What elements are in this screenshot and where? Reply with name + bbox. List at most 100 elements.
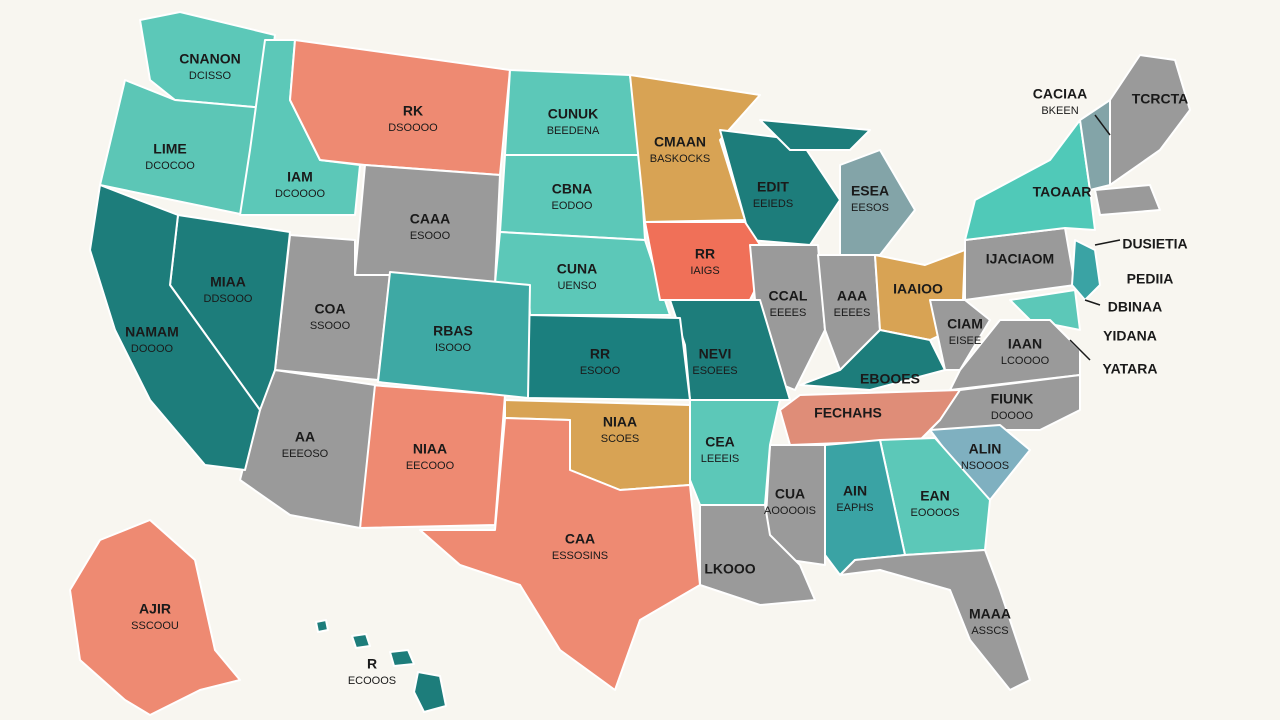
state-sublabel: EOOOOS <box>911 507 960 519</box>
state-sublabel: EODOO <box>552 200 593 212</box>
state-sublabel: DCOCOO <box>145 160 195 172</box>
state <box>629 74 761 223</box>
state-label: CACIAA <box>1033 86 1087 102</box>
state-sublabel: ESSOSINS <box>552 550 608 562</box>
state-sublabel: ESOOO <box>580 365 621 377</box>
state <box>1009 289 1081 331</box>
state-label: MIAA <box>210 274 246 290</box>
state-sublabel: EISEE <box>949 335 981 347</box>
state <box>413 671 447 713</box>
state-sublabel: EEEOSO <box>282 448 329 460</box>
state-label: AJIR <box>139 601 171 617</box>
state-label: YIDANA <box>1103 328 1157 344</box>
leader-line <box>1094 114 1111 136</box>
state-label: LKOOO <box>704 561 755 577</box>
state <box>499 154 646 241</box>
state-label: EDIT <box>757 179 789 195</box>
state-label: EAN <box>920 488 950 504</box>
state-label: NEVI <box>699 346 732 362</box>
state <box>839 549 1031 691</box>
state <box>419 417 701 691</box>
state-label: IAM <box>287 169 313 185</box>
state <box>69 519 241 716</box>
state <box>351 633 371 649</box>
state-sublabel: DCISSO <box>189 70 232 82</box>
state-label: ESEA <box>851 183 889 199</box>
state-label: PEDIIA <box>1127 271 1174 287</box>
state-label: CUNUK <box>548 106 599 122</box>
state-label: TCRCTA <box>1132 91 1189 107</box>
state-sublabel: EAPHS <box>836 502 873 514</box>
state-label: CUA <box>775 486 805 502</box>
state <box>1094 184 1161 216</box>
state-label: NAMAM <box>125 324 179 340</box>
state-sublabel: ISOOO <box>435 342 472 354</box>
leader-line <box>1084 299 1101 306</box>
state-label: CIAM <box>947 316 983 332</box>
state <box>1071 239 1101 301</box>
state-sublabel: IAIGS <box>690 265 719 277</box>
state-sublabel: SSCOOU <box>131 620 179 632</box>
state-sublabel: ESOEES <box>692 365 737 377</box>
state-label: RR <box>590 346 610 362</box>
state-sublabel: AOOOOIS <box>764 505 816 517</box>
state-sublabel: DOOOO <box>131 343 174 355</box>
state-label: R <box>367 656 377 672</box>
state <box>89 184 261 471</box>
state <box>929 374 1081 431</box>
state-sublabel: SSOOO <box>310 320 351 332</box>
leader-line <box>1069 339 1091 361</box>
state-sublabel: LCOOOO <box>1001 355 1050 367</box>
state-label: FECHAHS <box>814 405 882 421</box>
state-sublabel: SCOES <box>601 433 640 445</box>
state-sublabel: ECOOOS <box>348 675 396 687</box>
state-label: CCAL <box>769 288 808 304</box>
state-label: COA <box>314 301 345 317</box>
state <box>929 299 991 371</box>
state-sublabel: BASKOCKS <box>650 153 711 165</box>
state-label: CBNA <box>552 181 592 197</box>
state-sublabel: ESOOO <box>410 230 451 242</box>
state-label: MAAA <box>969 606 1011 622</box>
state-label: CUNA <box>557 261 597 277</box>
state-label: IJACIAOM <box>986 251 1054 267</box>
state <box>759 119 871 151</box>
state-label: CAA <box>565 531 595 547</box>
state-label: NIAA <box>603 414 637 430</box>
states <box>69 11 1191 716</box>
state-label: CEA <box>705 434 735 450</box>
state-label: TAOAAR <box>1033 184 1092 200</box>
leader-line <box>1094 239 1121 246</box>
state-label: CAAA <box>410 211 450 227</box>
state-sublabel: EECOOO <box>406 460 455 472</box>
state-label: NIAA <box>413 441 447 457</box>
state <box>799 329 946 391</box>
state-label: RR <box>695 246 715 262</box>
state-sublabel: DCOOOO <box>275 188 326 200</box>
state <box>1109 54 1191 186</box>
state <box>315 619 329 633</box>
state-label: IAAN <box>1008 336 1042 352</box>
state-label: RK <box>403 103 423 119</box>
state-label: EBOOES <box>860 371 920 387</box>
state-sublabel: LEEEIS <box>701 453 740 465</box>
state-label: AIN <box>843 483 867 499</box>
state-label: ALIN <box>969 441 1002 457</box>
state-sublabel: DDSOOO <box>204 293 253 305</box>
state-sublabel: EEEES <box>770 307 807 319</box>
state-sublabel: BKEEN <box>1041 105 1078 117</box>
state-label: DUSIETIA <box>1122 236 1187 252</box>
state-sublabel: DOOOO <box>991 410 1034 422</box>
state-sublabel: BEEDENA <box>547 125 600 137</box>
state-sublabel: DSOOOO <box>388 122 438 134</box>
labels: CNANON DCISSO LIME DCOCOO IAM DCOOOO RK DSOOOO C… <box>125 51 1188 687</box>
state-sublabel: EEEES <box>834 307 871 319</box>
state <box>699 504 816 606</box>
state <box>389 649 415 667</box>
state-label: AAA <box>837 288 867 304</box>
state-label: LIME <box>153 141 186 157</box>
state-label: CMAAN <box>654 134 706 150</box>
state-sublabel: EEIEDS <box>753 198 793 210</box>
state <box>839 149 916 256</box>
